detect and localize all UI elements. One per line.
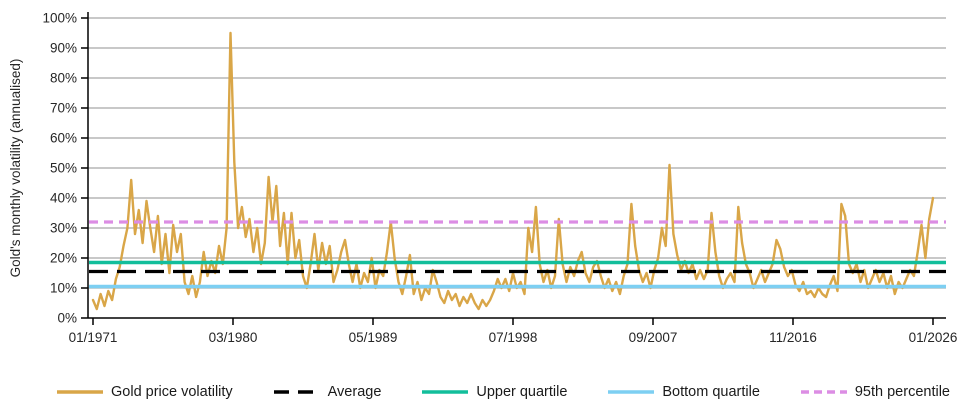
legend-swatch-average [273,390,320,394]
x-tick-label: 09/2007 [629,330,678,345]
y-tick-label: 30% [50,221,77,236]
y-tick-label: 80% [50,71,77,86]
gridlines [88,17,946,289]
legend-swatch-upper-quartile [422,390,469,394]
series-gold-price-volatility [91,31,935,311]
legend-label-average: Average [327,384,382,400]
x-tick-label: 01/2026 [909,330,958,345]
y-tick-label: 100% [42,11,77,26]
x-tick-label: 11/2016 [769,330,817,345]
y-tick-label: 60% [50,131,77,146]
legend-item-upper-quartile: Upper quartile [421,384,567,400]
legend-item-95th-percentile: 95th percentile [800,384,950,400]
y-tick-label: 70% [50,101,77,116]
legend-swatch-95th-percentile [800,390,847,394]
axes: 0% 10% 20% 30% 40% 50% 60% 70% 80% 90% 100% 01/1971… [42,11,957,346]
y-tick-label: 50% [50,161,77,176]
legend-swatch-gold-price-volatility [57,390,103,394]
legend-label-gold-price-volatility: Gold price volatility [111,384,233,400]
y-tick-label: 20% [50,251,77,266]
chart-legend: Gold price volatility Average Upper quarti… [56,379,950,405]
legend-item-average: Average [273,384,382,400]
y-tick-label: 0% [57,311,77,326]
legend-item-gold-price-volatility: Gold price volatility [56,384,233,400]
x-tick-label: 01/1971 [69,330,118,345]
y-axis-title: Gold's monthly volatility (annualised) [8,59,23,278]
data-series [89,31,946,311]
legend-label-95th-percentile: 95th percentile [854,384,950,400]
x-tick-label: 03/1980 [209,330,258,345]
legend-swatch-bottom-quartile [608,390,655,394]
x-tick-label: 05/1989 [349,330,398,345]
y-tick-label: 10% [50,281,77,296]
y-tick-label: 90% [50,41,77,56]
y-tick-label: 40% [50,191,77,206]
legend-label-upper-quartile: Upper quartile [476,384,568,400]
legend-item-bottom-quartile: Bottom quartile [607,384,760,400]
legend-label-bottom-quartile: Bottom quartile [662,384,760,400]
x-tick-label: 07/1998 [489,330,538,345]
